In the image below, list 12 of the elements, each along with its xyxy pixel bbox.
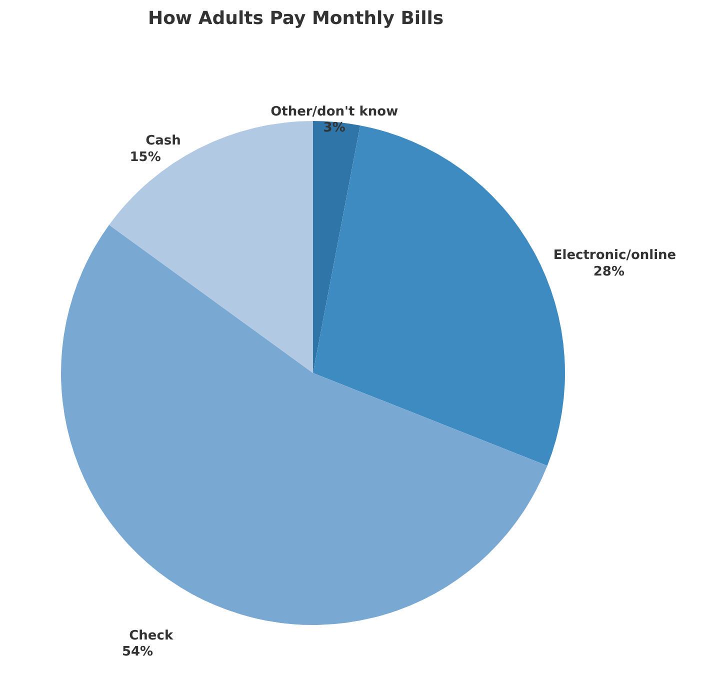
slice-label: Electronic/online [553,248,676,264]
data-label: 54% [122,644,154,660]
chart-title: How Adults Pay Monthly Bills [147,8,445,31]
pie-slice [313,121,360,373]
slice-label: Cash [146,134,181,149]
data-label: 15% [130,150,161,165]
slice-label: Other/don't know [270,104,398,120]
data-label: 28% [593,264,624,280]
slice-label: Check [129,628,174,644]
pie-slice [109,121,313,373]
data-label: 3% [323,120,346,136]
pie-slice [61,224,548,625]
